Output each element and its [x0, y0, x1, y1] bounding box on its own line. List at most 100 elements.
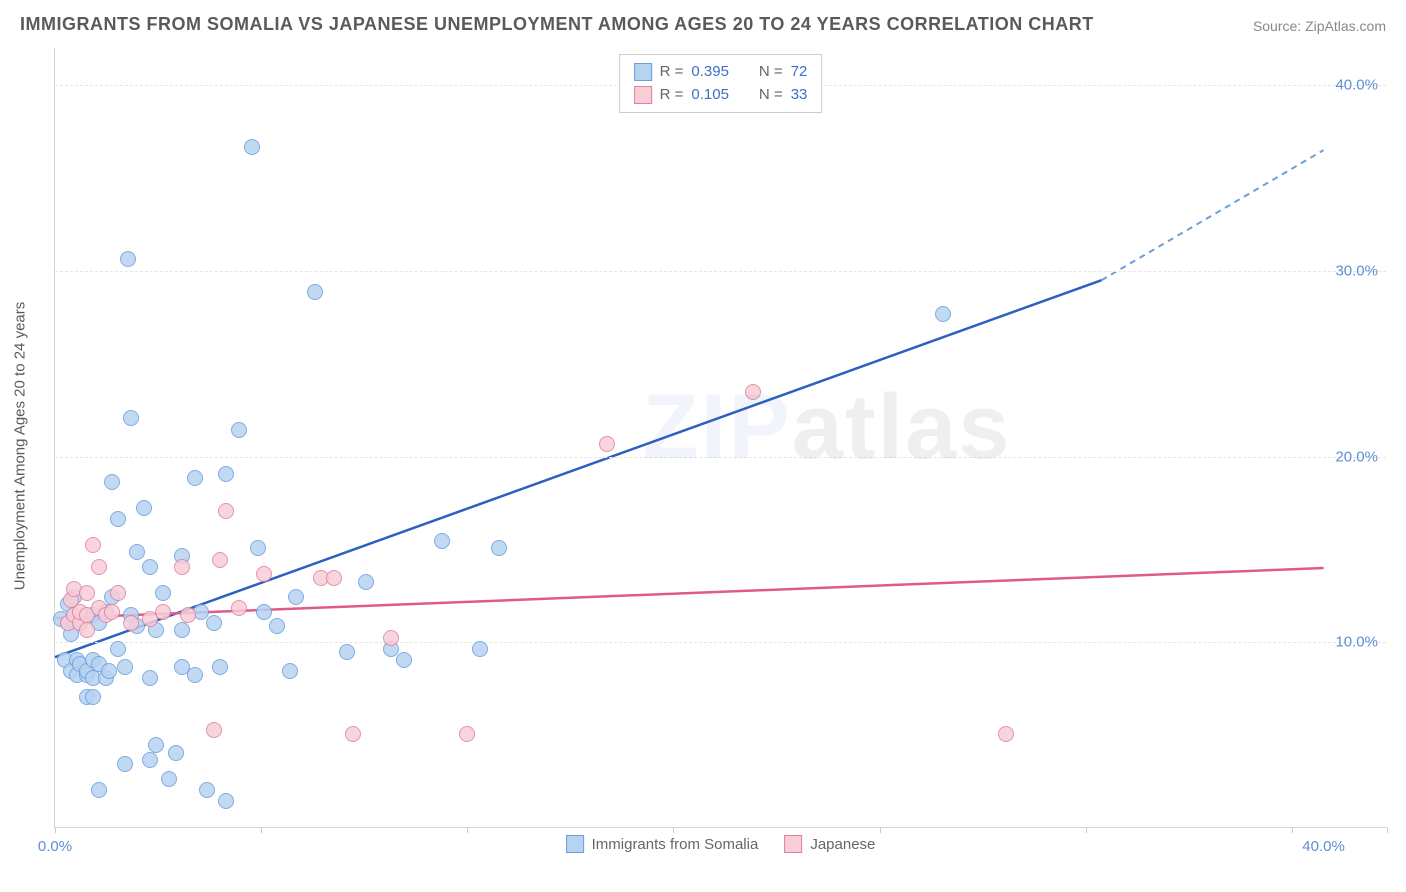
somalia-point: [104, 474, 120, 490]
somalia-point: [250, 540, 266, 556]
x-tick: [55, 827, 56, 833]
n-label: N =: [759, 84, 783, 107]
plot-area: ZIPatlas R = 0.395 N = 72 R = 0.105 N = …: [54, 48, 1386, 828]
somalia-point: [212, 659, 228, 675]
somalia-point: [85, 689, 101, 705]
r-label: R =: [660, 84, 684, 107]
x-tick-label: 0.0%: [38, 838, 72, 855]
somalia-point: [472, 641, 488, 657]
stats-row-japanese: R = 0.105 N = 33: [634, 84, 808, 107]
somalia-point: [110, 511, 126, 527]
japanese-point: [180, 607, 196, 623]
somalia-point: [218, 466, 234, 482]
japanese-point: [79, 622, 95, 638]
somalia-point: [231, 422, 247, 438]
y-tick-label: 10.0%: [1335, 634, 1378, 651]
x-tick-label: 40.0%: [1302, 838, 1345, 855]
somalia-point: [244, 139, 260, 155]
somalia-point: [206, 615, 222, 631]
japanese-r-value: 0.105: [691, 84, 729, 107]
somalia-point: [142, 752, 158, 768]
x-tick: [880, 827, 881, 833]
legend-label-somalia: Immigrants from Somalia: [592, 836, 759, 853]
somalia-r-value: 0.395: [691, 61, 729, 84]
somalia-point: [339, 644, 355, 660]
x-tick: [467, 827, 468, 833]
japanese-point: [256, 566, 272, 582]
somalia-point: [187, 470, 203, 486]
stats-legend-box: R = 0.395 N = 72 R = 0.105 N = 33: [619, 54, 823, 113]
y-tick-label: 20.0%: [1335, 448, 1378, 465]
somalia-point: [187, 667, 203, 683]
somalia-point: [101, 663, 117, 679]
japanese-point: [998, 726, 1014, 742]
somalia-point: [491, 540, 507, 556]
somalia-point: [174, 622, 190, 638]
x-tick: [1292, 827, 1293, 833]
somalia-point: [117, 756, 133, 772]
grid-line: [55, 271, 1386, 272]
somalia-point: [282, 663, 298, 679]
r-label: R =: [660, 61, 684, 84]
japanese-point: [218, 503, 234, 519]
japanese-point: [110, 585, 126, 601]
somalia-point: [434, 533, 450, 549]
japanese-point: [326, 570, 342, 586]
japanese-point: [345, 726, 361, 742]
somalia-point: [129, 544, 145, 560]
x-tick: [1387, 827, 1388, 833]
somalia-point: [161, 771, 177, 787]
legend-label-japanese: Japanese: [810, 836, 875, 853]
n-label: N =: [759, 61, 783, 84]
swatch-somalia: [566, 835, 584, 853]
x-tick: [673, 827, 674, 833]
somalia-point: [199, 782, 215, 798]
somalia-point: [396, 652, 412, 668]
japanese-point: [174, 559, 190, 575]
somalia-point: [117, 659, 133, 675]
japanese-point: [231, 600, 247, 616]
y-tick-label: 40.0%: [1335, 77, 1378, 94]
japanese-point: [123, 615, 139, 631]
grid-line: [55, 457, 1386, 458]
japanese-point: [383, 630, 399, 646]
somalia-point: [110, 641, 126, 657]
chart-title: IMMIGRANTS FROM SOMALIA VS JAPANESE UNEM…: [20, 14, 1094, 35]
japanese-point: [104, 604, 120, 620]
grid-line: [55, 642, 1386, 643]
japanese-point: [206, 722, 222, 738]
stats-row-somalia: R = 0.395 N = 72: [634, 61, 808, 84]
somalia-point: [288, 589, 304, 605]
somalia-point: [168, 745, 184, 761]
somalia-point: [120, 251, 136, 267]
japanese-point: [79, 585, 95, 601]
x-tick: [261, 827, 262, 833]
somalia-n-value: 72: [791, 61, 808, 84]
somalia-point: [91, 782, 107, 798]
y-tick-label: 30.0%: [1335, 262, 1378, 279]
somalia-point: [148, 737, 164, 753]
legend-item-somalia: Immigrants from Somalia: [566, 835, 759, 853]
japanese-point: [85, 537, 101, 553]
japanese-point: [91, 559, 107, 575]
somalia-point: [218, 793, 234, 809]
regression-line: [1102, 150, 1324, 280]
bottom-legend: Immigrants from Somalia Japanese: [566, 835, 876, 853]
somalia-point: [935, 306, 951, 322]
somalia-point: [307, 284, 323, 300]
japanese-point: [745, 384, 761, 400]
somalia-point: [256, 604, 272, 620]
source-label: Source: ZipAtlas.com: [1253, 18, 1386, 34]
swatch-somalia: [634, 63, 652, 81]
swatch-japanese: [784, 835, 802, 853]
swatch-japanese: [634, 86, 652, 104]
regression-lines-svg: [55, 48, 1386, 827]
y-axis-title: Unemployment Among Ages 20 to 24 years: [12, 302, 29, 591]
x-tick: [1086, 827, 1087, 833]
japanese-point: [599, 436, 615, 452]
somalia-point: [358, 574, 374, 590]
somalia-point: [269, 618, 285, 634]
regression-line: [55, 280, 1102, 657]
japanese-point: [212, 552, 228, 568]
somalia-point: [142, 559, 158, 575]
